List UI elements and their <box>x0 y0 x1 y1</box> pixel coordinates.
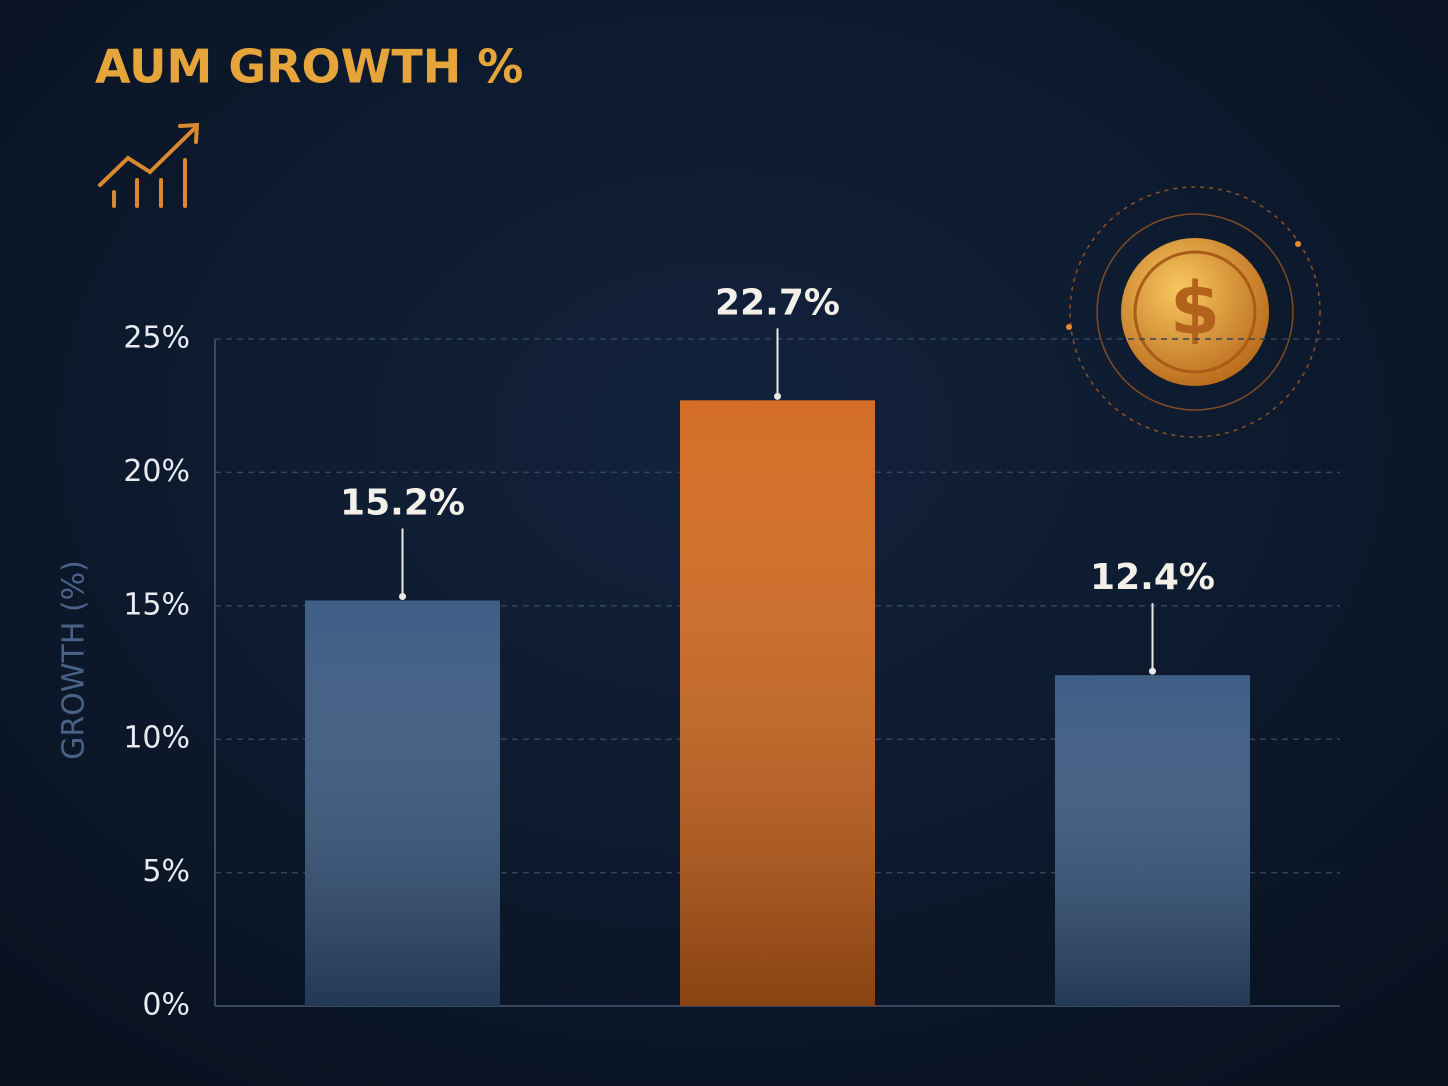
label-dot <box>399 592 406 600</box>
bar-shade <box>1055 675 1250 1006</box>
y-tick-label: 25% <box>123 321 190 356</box>
bar-shade <box>305 600 500 1006</box>
svg-text:$: $ <box>1170 267 1220 351</box>
value-label: 15.2% <box>340 482 465 523</box>
y-axis-label: GROWTH (%) <box>57 560 92 760</box>
label-dot <box>774 392 781 400</box>
y-tick-label: 20% <box>123 454 190 489</box>
value-label: 12.4% <box>1090 557 1215 598</box>
y-tick-label: 10% <box>123 721 190 756</box>
chart-title: AUM GROWTH % <box>95 40 523 94</box>
trend-icon <box>98 122 200 208</box>
label-dot <box>1149 667 1156 675</box>
coin-decoration: $ <box>1066 186 1321 438</box>
value-label: 22.7% <box>715 282 840 323</box>
y-tick-label: 0% <box>142 988 190 1023</box>
bar-shade <box>680 400 875 1006</box>
y-tick-label: 5% <box>142 854 190 889</box>
y-tick-label: 15% <box>123 587 190 622</box>
